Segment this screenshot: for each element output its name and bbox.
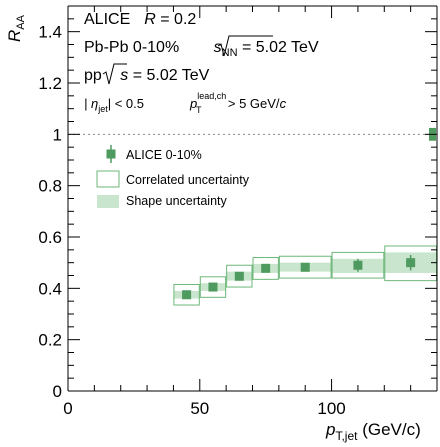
x-tick-label: 0: [63, 399, 72, 418]
legend-alice-label: ALICE 0-10%: [126, 148, 202, 162]
data-point-3: [261, 263, 271, 273]
data-point-1: [208, 282, 218, 292]
annotation-pbpb-energy: = 5.02 TeV: [238, 39, 319, 56]
pbpb-sqrt-sign: [217, 35, 273, 57]
tick-labels: 0 0.2 0.4 0.6 0.8 1 1.2 1.4 0 50 100: [38, 23, 345, 418]
annotation-pt-sup: lead,ch: [197, 91, 226, 101]
legend-alice-marker: [106, 149, 116, 159]
annotation-radius-symbol: R: [144, 11, 156, 28]
x-axis-title: pT,jet (GeV/c): [325, 420, 421, 443]
data-point-2: [234, 271, 244, 281]
legend-entry-correlated: Correlated uncertainty: [96, 170, 250, 188]
correlated-box-4: [278, 255, 332, 279]
x-tick-label: 50: [190, 399, 209, 418]
annotation-block: ALICE R = 0.2 Pb-Pb 0-10% sNN = 5.02 TeV …: [84, 11, 319, 115]
y-axis-title: RAA: [5, 14, 27, 42]
annotation-pp-sqrt-s: s: [120, 67, 128, 84]
data-point-0: [182, 290, 192, 300]
legend-shape-swatch: [97, 195, 119, 208]
legend-entry-alice: ALICE 0-10%: [106, 145, 202, 163]
legend-correlated-swatch: [96, 170, 120, 188]
annotation-pp-system: pp: [84, 67, 102, 84]
legend: ALICE 0-10% Correlated uncertainty Shape…: [96, 145, 250, 208]
annotation-pbpb-system: Pb-Pb 0-10%: [84, 39, 179, 56]
y-tick-label: 1: [53, 125, 62, 144]
data-point-6: [406, 258, 416, 268]
y-tick-label: 1.2: [38, 74, 62, 93]
y-tick-label: 0.4: [38, 279, 62, 298]
legend-shape-label: Shape uncertainty: [126, 194, 228, 208]
annotation-pt-cut-text: > 5 GeV/: [224, 96, 280, 111]
y-tick-label: 0.8: [38, 177, 62, 196]
axes: [67, 5, 438, 392]
correlated-box-0: [173, 283, 200, 306]
annotation-pp-energy: = 5.02 TeV: [128, 67, 209, 84]
correlated-box-2: [226, 264, 253, 288]
x-axis-title-sub: T,jet: [335, 429, 358, 443]
correlated-box-1: [199, 276, 227, 298]
annotation-radius-value: = 0.2: [156, 11, 197, 28]
annotation-pt: p: [189, 96, 197, 111]
y-axis-title-main: R: [5, 30, 24, 42]
correlated-box-3: [252, 257, 279, 280]
shape-uncertainty-bands: [173, 252, 437, 299]
annotation-pbpb-sqrt-sub: NN: [222, 47, 238, 59]
legend-correlated-label: Correlated uncertainty: [126, 173, 250, 187]
pp-sqrt-sign: [102, 63, 127, 85]
annotation-eta-cut: | < 0.5: [108, 96, 144, 111]
annotation-experiment: ALICE: [84, 11, 130, 28]
y-axis-title-sub: AA: [15, 14, 27, 29]
x-tick-label: 100: [317, 399, 345, 418]
x-axis-title-main: p: [325, 420, 335, 439]
data-point-5: [353, 260, 363, 270]
annotation-line-4: | ηjet| < 0.5: [84, 96, 144, 114]
annotation-pt-cut: plead,ch > 5 GeV/c: [189, 91, 287, 111]
annotation-pbpb-sqrt-s: s: [214, 39, 222, 56]
y-tick-label: 0: [53, 382, 62, 401]
correlated-box-5: [331, 251, 385, 279]
y-tick-label: 0.2: [38, 331, 62, 350]
data-points: [182, 254, 416, 300]
y-tick-label: 0.6: [38, 228, 62, 247]
annotation-pt-sub: T: [196, 105, 202, 115]
annotation-eta: | η: [84, 96, 98, 111]
annotation-pt-unit: c: [280, 96, 287, 111]
annotation-eta-sub: jet: [97, 104, 108, 114]
annotation-line-3: pp s = 5.02 TeV: [84, 67, 210, 84]
data-point-4: [300, 262, 310, 272]
y-tick-label: 1.4: [38, 23, 62, 42]
annotation-line-2: Pb-Pb 0-10% sNN = 5.02 TeV: [84, 39, 319, 59]
legend-entry-shape: Shape uncertainty: [97, 194, 228, 208]
x-axis-title-unit: (GeV/c): [357, 420, 420, 439]
annotation-line-1: ALICE R = 0.2: [84, 11, 196, 28]
